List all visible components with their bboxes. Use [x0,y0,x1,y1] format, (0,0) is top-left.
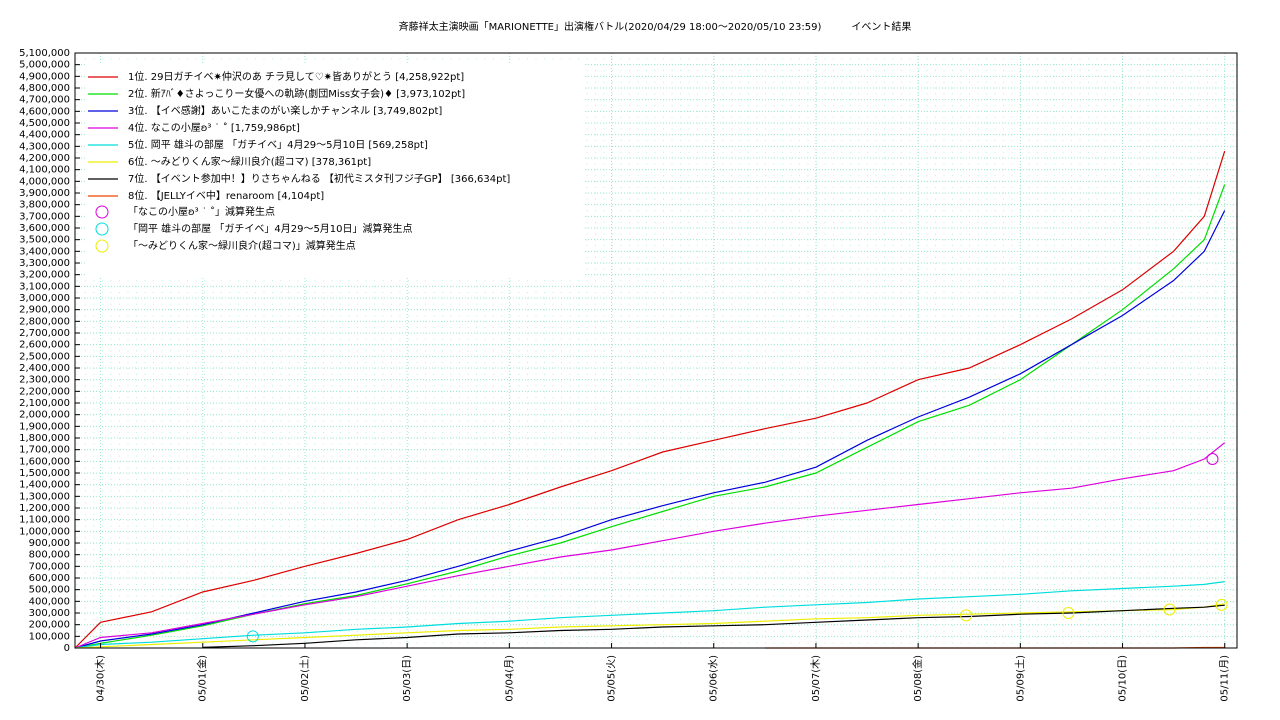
legend: 1位. 29日ガチイベ✷仲沢のあ チラ見して♡✷皆ありがとう [4,258,92… [88,70,510,253]
y-tick-label: 4,200,000 [19,153,70,164]
legend-label: 8位. 【JELLYイベ中】renaroom [4,104pt] [128,189,324,202]
y-tick-label: 2,400,000 [19,363,70,374]
y-tick-label: 1,400,000 [19,480,70,491]
y-tick-label: 1,500,000 [19,468,70,479]
y-tick-label: 5,000,000 [19,60,70,71]
y-tick-label: 4,300,000 [19,141,70,152]
y-tick-label: 4,700,000 [19,95,70,106]
y-tick-label: 2,900,000 [19,305,70,316]
x-tick-label: 05/05(火) [606,655,618,702]
x-tick-label: 05/01(金) [196,655,209,702]
reduction-marker [246,630,259,643]
legend-label: 「なこの小屋ʚ³ ˙ ˚」減算発生点 [128,205,275,218]
x-tick-label: 05/04(月) [503,655,515,702]
y-tick-label: 3,300,000 [19,258,70,269]
legend-label: 6位. ～みどりくん家～緑川良介(超コマ) [378,361pt] [128,155,371,168]
y-tick-label: 400,000 [29,596,70,607]
legend-label: 7位. 【イベント参加中！】りさちゃんねる 【初代ミスタ刊フジ子GP】 [366… [128,172,510,185]
x-tick-label: 05/08(金) [911,655,924,702]
series-line [74,442,1226,649]
x-tick-label: 05/10(日) [1118,655,1129,702]
reduction-marker [960,609,973,622]
y-tick-label: 4,600,000 [19,106,70,117]
y-tick-label: 3,800,000 [19,200,70,211]
y-tick-label: 1,000,000 [19,526,70,537]
y-tick-label: 900,000 [29,538,70,549]
y-tick-label: 4,000,000 [19,176,70,187]
x-tick-label: 05/03(日) [402,655,413,702]
y-tick-label: 2,000,000 [19,410,70,421]
series-line [74,150,1226,649]
series-line [74,581,1225,649]
legend-label: 「岡平 雄斗の部屋 「ガチイベ」4月29～5月10日」減算発生点 [128,222,413,235]
reduction-marker [1163,603,1176,616]
y-tick-label: 200,000 [29,620,70,631]
y-tick-label: 1,100,000 [19,515,70,526]
legend-box [85,64,585,276]
y-tick-label: 700,000 [29,561,70,572]
y-tick-label: 600,000 [29,573,70,584]
y-tick-label: 2,200,000 [19,386,70,397]
x-tick-label: 05/06(水) [708,655,720,702]
x-tick-label: 04/30(木) [95,655,107,702]
x-tick-label: 05/07(木) [810,655,822,702]
y-tick-label: 3,400,000 [19,246,70,257]
series-line [74,603,1225,649]
y-tick-label: 2,100,000 [19,398,70,409]
y-tick-label: 1,600,000 [19,456,70,467]
legend-swatch [95,205,109,219]
legend-label: 3位. 【イベ感謝】あいこたまのがい楽しかチャンネル [3,749,802pt] [128,104,442,117]
y-tick-label: 2,800,000 [19,316,70,327]
legend-swatch [95,222,109,236]
y-tick-label: 4,900,000 [19,71,70,82]
y-tick-label: 300,000 [29,608,70,619]
y-tick-label: 2,600,000 [19,340,70,351]
y-tick-label: 1,700,000 [19,445,70,456]
y-tick-label: 1,300,000 [19,491,70,502]
x-tick-label: 05/11(月) [1219,655,1231,702]
reduction-marker [1215,598,1228,611]
legend-label: 2位. 新ｱﾊﾞ♦さよっこりー女優への軌跡(劇団Miss女子会)♦ [3,973… [128,87,465,100]
y-tick-label: 100,000 [29,631,70,642]
y-tick-label: 3,000,000 [19,293,70,304]
legend-label: 「～みどりくん家～緑川良介(超コマ)」減算発生点 [128,239,356,252]
y-tick-label: 3,600,000 [19,223,70,234]
plot-frame [74,52,1238,649]
y-tick-label: 3,900,000 [19,188,70,199]
y-tick-label: 3,200,000 [19,270,70,281]
y-tick-label: 2,700,000 [19,328,70,339]
y-tick-label: 5,100,000 [19,48,70,59]
y-tick-label: 500,000 [29,585,70,596]
reduction-marker [1206,453,1219,465]
series-line [74,210,1226,649]
y-tick-label: 800,000 [29,550,70,561]
y-tick-label: 3,500,000 [19,235,70,246]
y-tick-label: 1,900,000 [19,421,70,432]
x-tick-label: 05/02(土) [298,655,311,702]
x-tick-label: 05/09(土) [1013,655,1026,702]
y-tick-label: 3,700,000 [19,211,70,222]
legend-label: 5位. 岡平 雄斗の部屋 「ガチイベ」4月29～5月10日 [569,258pt… [128,138,428,151]
chart-title: 斉藤祥太主演映画「MARIONETTE」出演権バトル(2020/04/29 18… [399,20,912,33]
series-line [202,604,1225,648]
y-tick-label: 2,500,000 [19,351,70,362]
y-tick-label: 4,400,000 [19,130,70,141]
y-tick-label: 1,200,000 [19,503,70,514]
legend-swatch [95,239,109,253]
y-tick-label: 4,500,000 [19,118,70,129]
y-tick-label: 4,800,000 [19,83,70,94]
legend-label: 1位. 29日ガチイベ✷仲沢のあ チラ見して♡✷皆ありがとう [4,258,92… [128,70,464,83]
y-tick-label: 0 [64,643,70,654]
y-tick-label: 4,100,000 [19,165,70,176]
reduction-marker [1062,607,1075,619]
y-tick-label: 3,100,000 [19,281,70,292]
legend-label: 4位. なこの小屋ʚ³ ˙ ˚ [1,759,986pt] [128,121,300,134]
y-tick-label: 2,300,000 [19,375,70,386]
axes: 0100,000200,000300,000400,000500,000600,… [19,48,1231,702]
y-tick-label: 1,800,000 [19,433,70,444]
